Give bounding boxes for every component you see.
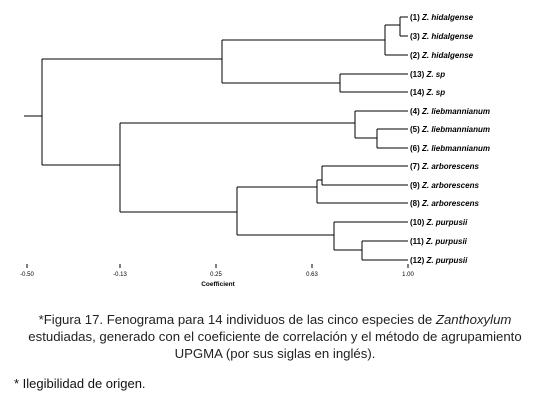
axis-tick-label: 0.63	[306, 272, 318, 278]
leaf-label: (1) Z. hidalgense	[410, 13, 474, 22]
axis-tick-label: -0.50	[20, 272, 34, 278]
leaf-label: (3) Z. hidalgense	[410, 32, 474, 41]
leaf-label: (10) Z. purpusii	[410, 218, 468, 227]
axis-tick-label: 1.00	[402, 272, 414, 278]
leaf-labels: (1) Z. hidalgense (3) Z. hidalgense (2) Z.…	[410, 13, 490, 265]
footnote: * Ilegibilidad de origen.	[14, 376, 146, 391]
caption-rest: estudiadas, generado con el coeficiente …	[28, 329, 522, 361]
figure-caption: *Figura 17. Fenograma para 14 individuos…	[10, 311, 540, 362]
leaf-label: (13) Z. sp	[410, 70, 445, 79]
dendrogram-figure: (1) Z. hidalgense (3) Z. hidalgense (2) Z.…	[20, 13, 490, 288]
leaf-label: (6) Z. liebmannianum	[410, 144, 490, 153]
leaf-label: (4) Z. liebmannianum	[410, 107, 490, 116]
caption-prefix: *Figura 17. Fenograma para 14 individuos…	[38, 312, 436, 327]
leaf-label: (5) Z. liebmannianum	[410, 125, 490, 134]
leaf-label: (11) Z. purpusii	[410, 237, 468, 246]
axis-tick-label: 0.25	[210, 272, 222, 278]
leaf-label: (8) Z. arborescens	[410, 199, 479, 208]
leaf-label: (2) Z. hidalgense	[410, 51, 474, 60]
leaf-label: (12) Z. purpusii	[410, 256, 468, 265]
coefficient-axis: -0.50 -0.13 0.25 0.63 1.00 Coefficient	[20, 264, 414, 288]
leaf-label: (9) Z. arborescens	[410, 181, 479, 190]
dendrogram-branches	[24, 16, 408, 261]
leaf-label: (14) Z. sp	[410, 88, 445, 97]
caption-genus: Zanthoxylum	[435, 312, 512, 327]
leaf-label: (7) Z. arborescens	[410, 162, 479, 171]
axis-title: Coefficient	[201, 281, 235, 288]
axis-tick-label: -0.13	[113, 272, 127, 278]
